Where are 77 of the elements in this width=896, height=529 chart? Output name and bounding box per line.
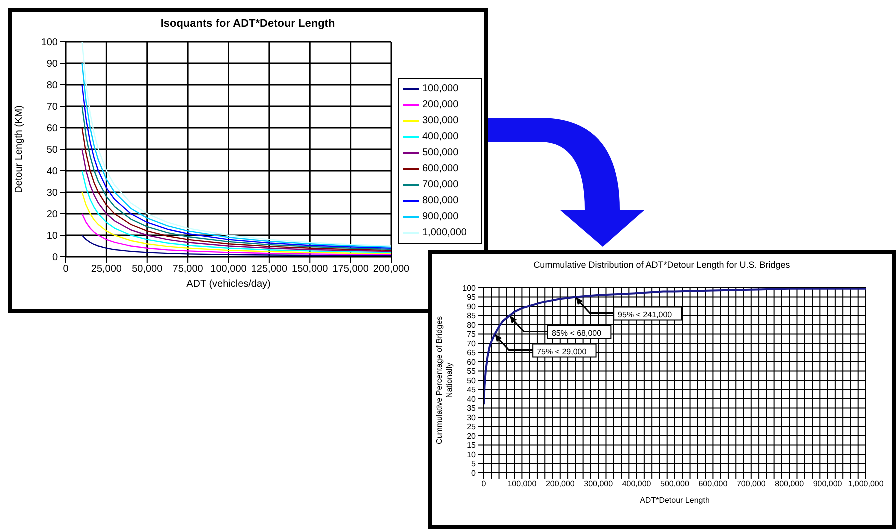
y-tick-label: 55 [467,367,477,376]
y-tick-label: 85 [467,312,477,321]
y-tick-label: 95 [467,293,477,302]
y-tick-label: 30 [46,188,58,200]
y-tick-label: 10 [467,450,477,460]
y-tick-label: 10 [46,231,58,242]
y-tick-label: 80 [46,80,58,92]
x-tick-label: 175,000 [332,264,370,276]
y-tick-label: 100 [462,284,477,293]
y-axis-title: Detour Length (KM) [14,106,25,194]
x-axis-title: ADT*Detour Length [640,496,710,505]
x-tick-label: 300,000 [584,480,614,489]
line-series [82,127,392,252]
legend-label: 800,000 [422,195,459,206]
x-tick-label: 200,000 [546,480,576,489]
x-tick-label: 50,000 [132,264,164,276]
y-tick-label: 5 [472,460,477,469]
chart-title: Isoquants for ADT*Detour Length [160,18,336,30]
legend-label: 100,000 [422,83,459,94]
x-tick-label: 500,000 [660,480,690,489]
annotation: 85% < 68,000 [552,328,602,338]
y-tick-label: 75 [467,330,477,340]
y-tick-label: 40 [467,394,477,404]
legend-label: 600,000 [422,163,459,174]
x-tick-label: 0 [63,264,70,276]
x-tick-label: 800,000 [775,480,805,489]
x-tick-label: 700,000 [736,480,766,489]
line-series [82,213,392,256]
y-tick-label: 50 [46,145,58,156]
legend-label: 200,000 [422,99,459,110]
y-tick-label: 65 [467,348,477,358]
x-tick-label: 100,000 [508,480,538,489]
y-tick-label: 50 [467,376,477,386]
y-tick-label: 20 [467,432,477,441]
y-tick-label: 30 [467,413,477,422]
legend-label: 300,000 [422,115,459,126]
annotation: 75% < 29,000 [537,347,588,356]
x-axis-title: ADT (vehicles/day) [186,279,271,290]
line-series [82,170,392,254]
y-tick-label: 60 [467,358,477,367]
x-tick-label: 200,000 [373,264,410,276]
y-tick-label: 25 [467,422,477,432]
x-tick-label: 75,000 [172,264,204,276]
x-tick-label: 400,000 [622,480,652,489]
y-tick-label: 0 [52,252,58,264]
y-tick-label: 45 [467,386,477,395]
x-tick-label: 150,000 [292,264,329,276]
x-tick-label: 1,000,000 [848,480,884,489]
y-tick-label: 70 [46,102,58,114]
y-tick-label: 100 [41,38,58,49]
x-tick-label: 600,000 [698,480,728,489]
y-tick-label: 20 [46,210,58,221]
legend-label: 900,000 [422,211,459,222]
y-tick-label: 60 [46,124,58,135]
legend-label: 1,000,000 [422,227,467,238]
x-tick-label: 0 [482,480,487,489]
y-tick-label: 15 [467,441,477,450]
chart-title: Cummulative Distribution of ADT*Detour Length for U.S. Bridges [532,260,792,270]
annotation: 95% < 241,000 [618,310,673,320]
y-tick-label: 90 [467,302,477,312]
x-tick-label: 25,000 [91,264,122,276]
x-tick-label: 900,000 [813,480,843,489]
line-series [82,192,392,254]
y-tick-label: 90 [46,59,58,70]
y-tick-label: 0 [472,468,477,478]
y-axis-title: Cummulative Percentage of Bridges Nationally [435,316,454,445]
legend-label: 400,000 [422,131,459,142]
y-tick-label: 80 [467,320,477,330]
legend-label: 500,000 [422,147,459,158]
y-tick-label: 40 [46,166,58,178]
y-tick-label: 70 [467,339,477,348]
legend-label: 700,000 [422,179,459,190]
line-series [82,148,392,252]
x-tick-label: 100,000 [210,264,248,276]
line-series [82,234,392,257]
y-tick-label: 35 [467,404,477,414]
x-tick-label: 125,000 [251,264,288,276]
